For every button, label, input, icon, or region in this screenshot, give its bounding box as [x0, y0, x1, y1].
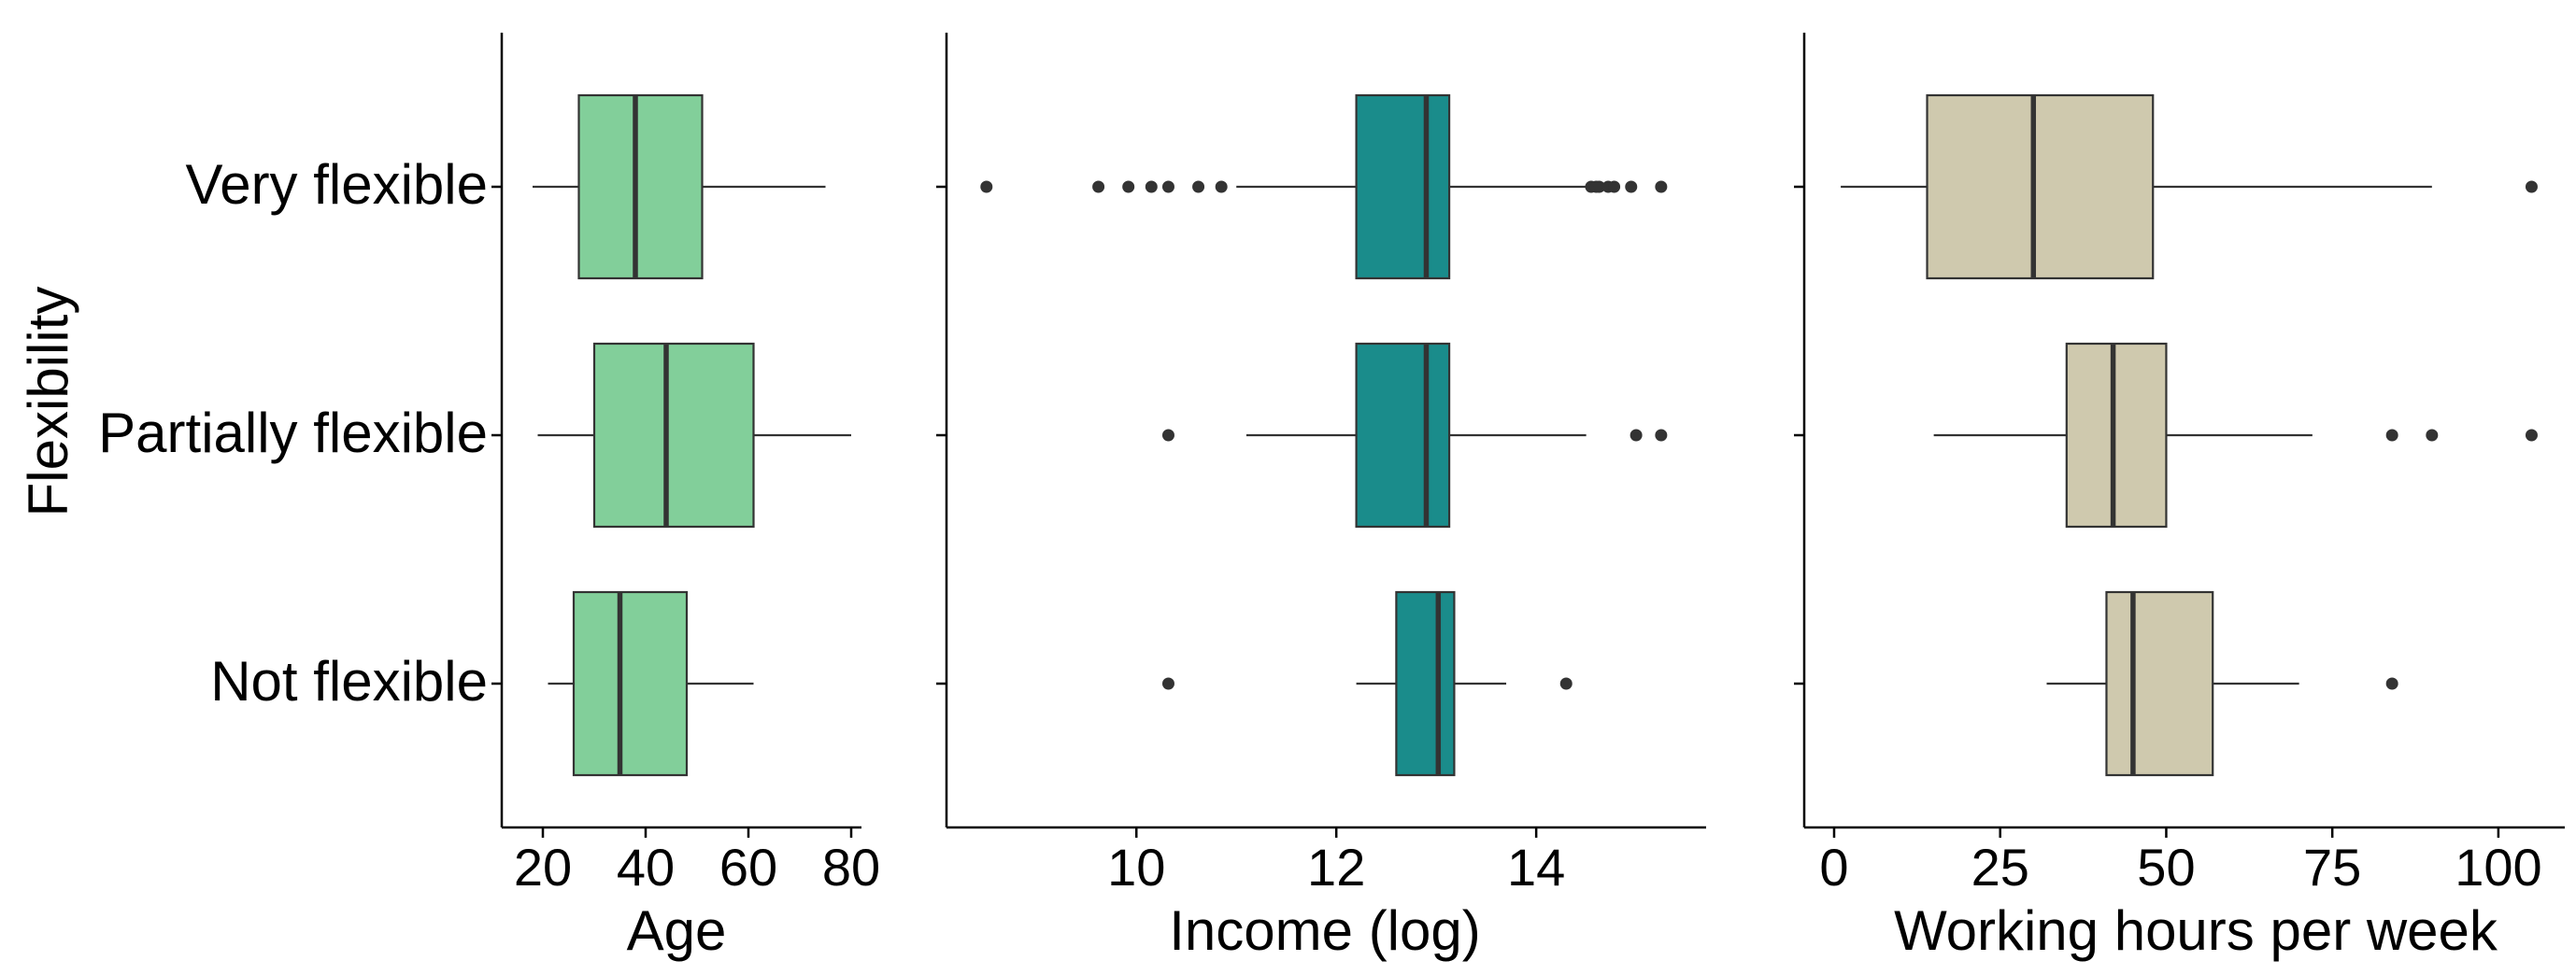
hours-x-tick-label-25: 25 — [1971, 838, 2029, 897]
iqr-box — [1355, 342, 1451, 529]
iqr-box — [2065, 342, 2168, 529]
hours-x-tick-label-100: 100 — [2455, 838, 2541, 897]
hours-x-tick-label-50: 50 — [2137, 838, 2195, 897]
category-label-very-flexible: Very flexible — [186, 153, 489, 216]
income-x-tick-label-14: 14 — [1507, 838, 1565, 897]
outlier-point-11 — [1608, 180, 1621, 193]
age-x-tick-label-80: 80 — [822, 838, 880, 897]
income-box-not-flexible — [1161, 590, 1573, 777]
iqr-box — [1355, 93, 1451, 280]
hours-x-tick-label-75: 75 — [2303, 838, 2361, 897]
outlier-point-0 — [2385, 677, 2398, 690]
outlier-point-0 — [980, 180, 993, 193]
outlier-point-9 — [1593, 180, 1606, 193]
income-x-tick-label-10: 10 — [1107, 838, 1165, 897]
iqr-box — [572, 590, 689, 777]
outlier-point-0 — [2385, 429, 2398, 442]
hours-box-not-flexible — [2046, 590, 2398, 777]
outlier-point-1 — [1630, 429, 1643, 442]
outlier-point-4 — [1161, 180, 1174, 193]
hours-box-very-flexible — [1841, 93, 2538, 280]
outlier-point-12 — [1625, 180, 1638, 193]
outlier-point-0 — [1161, 429, 1174, 442]
iqr-box — [592, 342, 755, 529]
outlier-point-1 — [1559, 677, 1573, 690]
outlier-point-13 — [1655, 180, 1668, 193]
age-axis-title: Age — [627, 899, 727, 962]
outlier-point-3 — [1145, 180, 1158, 193]
outlier-point-2 — [2525, 429, 2538, 442]
iqr-box — [577, 93, 704, 280]
hours-box-partially-flexible — [1933, 342, 2538, 529]
age-box-partially-flexible — [537, 342, 851, 529]
hours-axis-title: Working hours per week — [1894, 899, 2498, 962]
income-box-partially-flexible — [1161, 342, 1668, 529]
category-label-partially-flexible: Partially flexible — [98, 402, 488, 464]
outlier-point-1 — [2426, 429, 2439, 442]
iqr-box — [2105, 590, 2214, 777]
iqr-box — [1395, 590, 1456, 777]
age-x-tick-label-20: 20 — [514, 838, 572, 897]
hours-panel: Working hours per week 0 25 50 75 100 — [1794, 33, 2565, 962]
outlier-point-0 — [1161, 677, 1174, 690]
category-label-not-flexible: Not flexible — [210, 650, 488, 713]
outlier-point-2 — [1122, 180, 1135, 193]
iqr-box — [1926, 93, 2155, 280]
income-box-very-flexible — [980, 93, 1668, 280]
age-box-very-flexible — [533, 93, 826, 280]
income-x-tick-label-12: 12 — [1307, 838, 1365, 897]
age-x-tick-label-40: 40 — [617, 838, 675, 897]
hours-x-tick-label-0: 0 — [1819, 838, 1848, 897]
age-panel: Age 20 40 60 80 — [491, 33, 880, 962]
outlier-point-5 — [1192, 180, 1205, 193]
age-box-not-flexible — [548, 590, 754, 777]
outlier-point-2 — [1655, 429, 1668, 442]
outlier-point-0 — [2525, 180, 2538, 193]
outlier-point-6 — [1215, 180, 1228, 193]
y-axis-title: Flexibility — [17, 287, 79, 517]
income-axis-title: Income (log) — [1169, 899, 1480, 962]
category-labels: Very flexible Partially flexible Not fle… — [98, 153, 488, 713]
income-panel: Income (log) 10 12 14 — [936, 33, 1706, 962]
outlier-point-1 — [1092, 180, 1105, 193]
age-x-tick-label-60: 60 — [719, 838, 777, 897]
